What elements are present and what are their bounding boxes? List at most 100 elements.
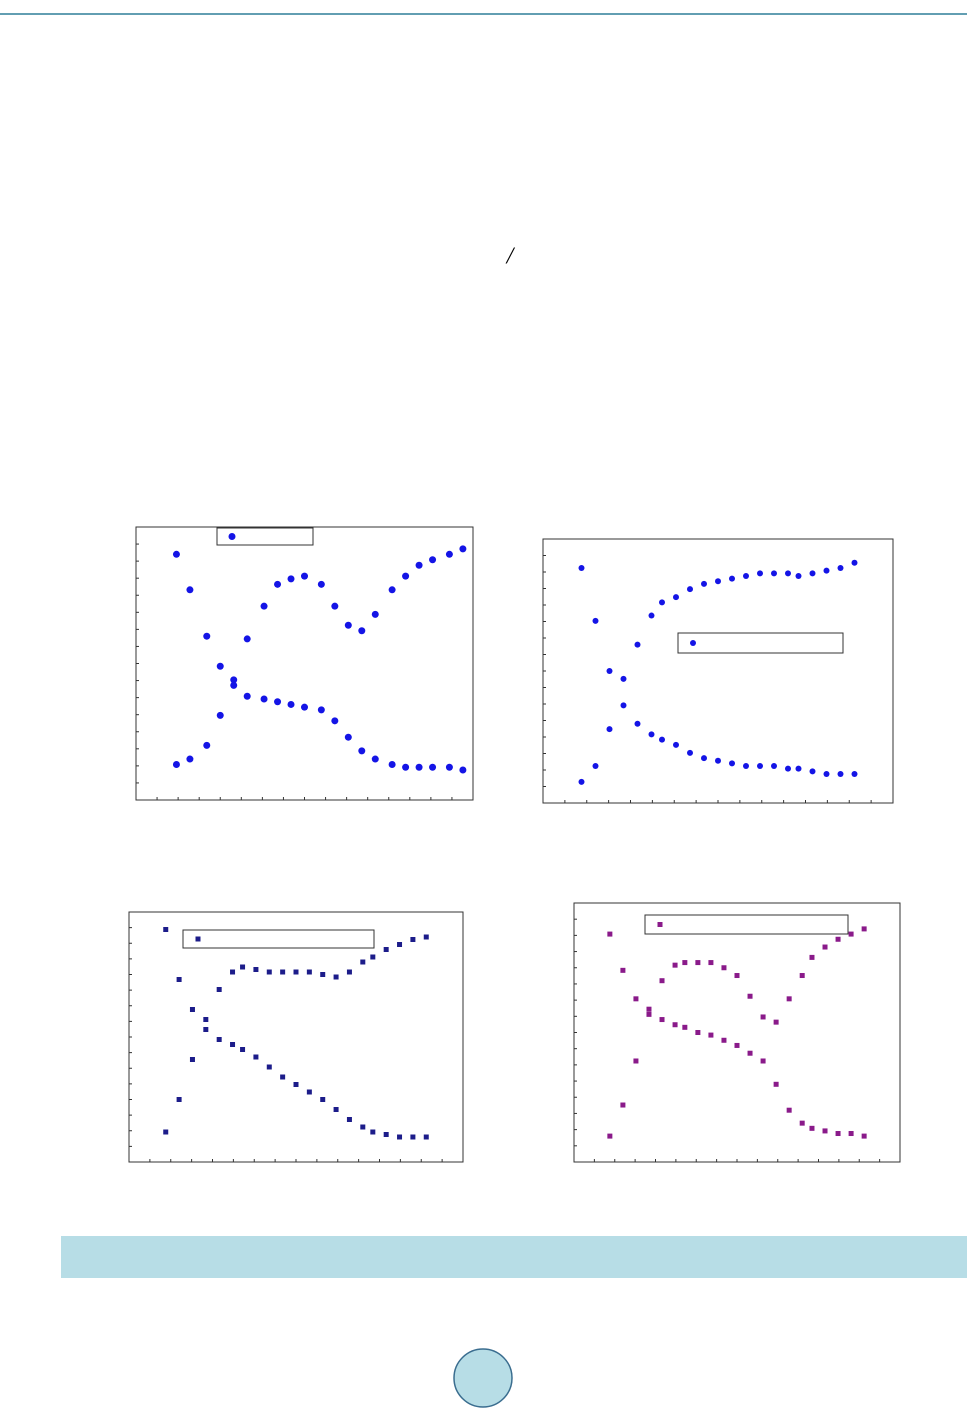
data-point bbox=[216, 711, 224, 719]
data-point bbox=[633, 996, 639, 1002]
data-point bbox=[230, 676, 238, 684]
data-point bbox=[861, 926, 867, 932]
data-point bbox=[216, 987, 222, 992]
data-point bbox=[620, 967, 626, 973]
data-point bbox=[646, 1006, 652, 1012]
data-point bbox=[606, 668, 613, 674]
data-point bbox=[648, 731, 655, 738]
data-point bbox=[715, 757, 721, 764]
page-number-badge bbox=[453, 1348, 513, 1408]
data-point bbox=[216, 1037, 222, 1042]
data-point bbox=[592, 617, 599, 624]
data-point bbox=[274, 698, 282, 706]
data-point bbox=[592, 763, 599, 770]
data-point bbox=[672, 1022, 678, 1028]
data-point bbox=[402, 763, 410, 771]
data-point bbox=[358, 747, 366, 755]
data-point bbox=[230, 969, 236, 975]
data-point bbox=[620, 702, 627, 709]
data-point bbox=[383, 947, 389, 952]
data-point bbox=[253, 1054, 259, 1060]
formula-slash: / bbox=[505, 244, 516, 270]
data-point bbox=[835, 936, 841, 942]
data-point bbox=[823, 567, 830, 574]
data-point bbox=[397, 942, 403, 947]
legend-box bbox=[216, 527, 314, 546]
data-point bbox=[402, 572, 410, 580]
data-point bbox=[682, 1024, 688, 1030]
data-point bbox=[785, 765, 791, 772]
data-point bbox=[743, 572, 749, 579]
data-point bbox=[176, 977, 182, 982]
data-point bbox=[851, 559, 858, 566]
data-point bbox=[747, 993, 753, 999]
data-point bbox=[423, 934, 429, 940]
data-point bbox=[747, 1050, 753, 1056]
data-point bbox=[280, 1074, 286, 1080]
data-point bbox=[388, 586, 396, 594]
data-point bbox=[757, 763, 763, 770]
data-point bbox=[785, 570, 791, 577]
data-point bbox=[301, 572, 308, 580]
data-point bbox=[607, 931, 613, 937]
data-point bbox=[360, 1124, 366, 1130]
data-point bbox=[320, 1097, 326, 1102]
legend-marker bbox=[195, 936, 201, 942]
data-point bbox=[280, 969, 286, 975]
data-point bbox=[786, 1107, 792, 1113]
data-point bbox=[760, 1058, 766, 1064]
data-point bbox=[317, 580, 325, 588]
data-point bbox=[344, 733, 352, 741]
data-point bbox=[648, 612, 655, 619]
data-point bbox=[371, 755, 379, 763]
legend-box bbox=[677, 632, 844, 654]
data-point bbox=[851, 770, 858, 777]
data-point bbox=[266, 969, 272, 975]
data-point bbox=[620, 675, 627, 682]
data-point bbox=[243, 692, 251, 700]
data-point bbox=[203, 632, 211, 640]
data-point bbox=[757, 570, 763, 577]
data-point bbox=[708, 960, 714, 966]
data-point bbox=[823, 770, 830, 777]
data-point bbox=[861, 1133, 867, 1139]
legend-marker bbox=[228, 533, 236, 540]
data-point bbox=[346, 969, 352, 975]
data-point bbox=[344, 621, 352, 629]
data-point bbox=[230, 681, 238, 689]
data-point bbox=[306, 969, 312, 975]
data-point bbox=[163, 927, 169, 932]
data-point bbox=[809, 954, 815, 960]
data-point bbox=[835, 1131, 841, 1137]
data-point bbox=[695, 1030, 701, 1035]
data-point bbox=[729, 575, 735, 582]
data-point bbox=[320, 972, 326, 977]
data-point bbox=[333, 1107, 339, 1112]
data-point bbox=[293, 1082, 299, 1087]
data-point bbox=[189, 1007, 195, 1012]
data-point bbox=[822, 1128, 828, 1134]
data-point bbox=[620, 1102, 626, 1108]
data-point bbox=[243, 635, 251, 643]
data-point bbox=[795, 572, 802, 579]
data-point bbox=[634, 641, 641, 648]
data-point bbox=[646, 1011, 652, 1017]
data-point bbox=[287, 700, 295, 708]
data-point bbox=[301, 703, 308, 711]
data-point bbox=[176, 1097, 182, 1102]
data-point bbox=[383, 1132, 389, 1137]
data-point bbox=[203, 1027, 209, 1032]
data-point bbox=[371, 610, 379, 618]
data-point bbox=[809, 1125, 815, 1131]
data-point bbox=[771, 763, 777, 770]
data-point bbox=[578, 565, 585, 572]
data-point bbox=[429, 556, 437, 564]
data-point bbox=[240, 964, 246, 970]
data-point bbox=[633, 1058, 639, 1064]
data-point bbox=[163, 1129, 169, 1135]
data-point bbox=[786, 996, 792, 1002]
data-point bbox=[358, 627, 366, 635]
data-point bbox=[715, 578, 721, 585]
